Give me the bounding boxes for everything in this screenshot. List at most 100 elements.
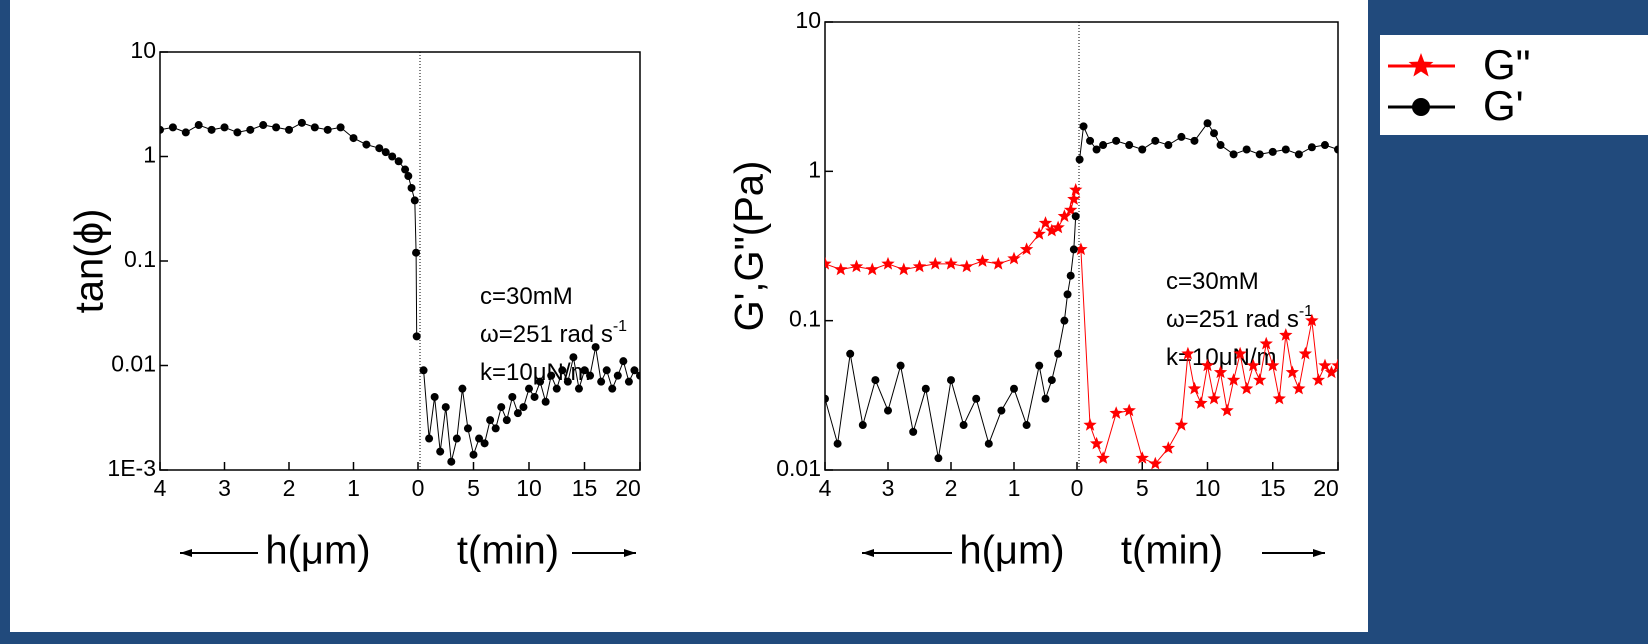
marker-circle bbox=[441, 403, 450, 412]
marker-circle bbox=[984, 439, 993, 448]
marker-star bbox=[928, 256, 942, 270]
marker-circle bbox=[597, 377, 606, 386]
marker-star bbox=[1194, 396, 1208, 409]
marker-circle bbox=[285, 125, 293, 134]
marker-star bbox=[1187, 381, 1202, 395]
x-tick-label: 1 bbox=[347, 475, 360, 501]
marker-circle bbox=[475, 434, 484, 443]
y-tick-label: 10 bbox=[130, 37, 156, 63]
series-line bbox=[423, 347, 640, 462]
marker-circle bbox=[997, 406, 1006, 415]
marker-star bbox=[1331, 358, 1338, 372]
marker-circle bbox=[259, 121, 268, 130]
marker-circle bbox=[310, 123, 319, 132]
annotation: k=10μN/m bbox=[480, 359, 591, 386]
marker-circle bbox=[394, 157, 403, 166]
marker-circle bbox=[536, 377, 545, 386]
marker-star bbox=[1045, 223, 1059, 237]
marker-circle bbox=[1294, 150, 1303, 159]
marker-circle bbox=[1216, 141, 1225, 150]
x-tick-label: 4 bbox=[819, 475, 832, 501]
axis-arrowhead bbox=[1313, 549, 1325, 557]
annotation: c=30mM bbox=[480, 283, 573, 310]
marker-star bbox=[1200, 358, 1215, 372]
marker-circle bbox=[591, 343, 600, 352]
marker-circle bbox=[519, 403, 528, 412]
y-tick-label: 1E-3 bbox=[107, 455, 156, 481]
annotation-text: ω=251 rad s bbox=[480, 321, 613, 348]
marker-circle bbox=[207, 125, 216, 134]
marker-star bbox=[1069, 183, 1083, 196]
annotation-sup: -1 bbox=[1299, 303, 1313, 320]
marker-circle bbox=[1242, 145, 1251, 154]
marker-circle bbox=[934, 454, 943, 463]
marker-star bbox=[1279, 328, 1293, 341]
marker-star bbox=[825, 256, 832, 270]
marker-star bbox=[849, 259, 864, 273]
marker-star bbox=[1096, 451, 1110, 464]
marker-circle bbox=[825, 394, 829, 403]
marker-circle bbox=[1092, 145, 1101, 154]
marker-circle bbox=[469, 450, 478, 459]
marker-circle bbox=[896, 361, 905, 370]
marker-circle bbox=[1190, 136, 1199, 145]
x-tick-label: 15 bbox=[1260, 475, 1286, 501]
marker-star bbox=[1253, 373, 1267, 386]
annotation: k=10μN/m bbox=[1166, 344, 1277, 371]
annotation-text: k=10μN/m bbox=[480, 359, 591, 386]
marker-star bbox=[897, 262, 911, 276]
marker-circle bbox=[972, 394, 981, 403]
y-tick-label: 1 bbox=[808, 156, 821, 182]
marker-circle bbox=[323, 125, 332, 134]
x-tick-label: 3 bbox=[882, 475, 895, 501]
annotation-text: ω=251 rad s bbox=[1166, 306, 1299, 333]
axis-arrowhead bbox=[624, 549, 636, 557]
marker-star bbox=[1233, 346, 1247, 360]
marker-star bbox=[944, 256, 958, 270]
axis-arrowhead bbox=[862, 549, 874, 557]
marker-circle bbox=[407, 183, 416, 192]
x-tick-label: 0 bbox=[412, 475, 425, 501]
marker-star bbox=[1007, 251, 1021, 265]
x-tick-label: 2 bbox=[945, 475, 958, 501]
marker-circle bbox=[220, 123, 229, 132]
marker-circle bbox=[508, 392, 517, 401]
marker-circle bbox=[1125, 141, 1134, 150]
marker-circle bbox=[181, 128, 190, 137]
y-tick-label: 0.1 bbox=[789, 306, 821, 332]
marker-circle bbox=[375, 144, 384, 153]
marker-circle bbox=[463, 424, 472, 433]
marker-circle bbox=[525, 384, 533, 393]
marker-circle bbox=[959, 421, 968, 430]
marker-circle bbox=[1229, 150, 1238, 159]
marker-star bbox=[1207, 391, 1221, 405]
marker-star bbox=[1292, 381, 1306, 395]
marker-circle bbox=[1063, 290, 1072, 299]
marker-circle bbox=[552, 384, 561, 393]
marker-star bbox=[1032, 227, 1046, 240]
annotation: ω=251 rad s-1 bbox=[1166, 303, 1313, 333]
marker-star bbox=[1324, 365, 1338, 379]
marker-circle bbox=[871, 376, 880, 385]
marker-circle bbox=[1151, 136, 1160, 145]
marker-circle bbox=[624, 377, 633, 386]
marker-star bbox=[1109, 406, 1123, 419]
marker-circle bbox=[1047, 376, 1056, 385]
marker-circle bbox=[1035, 361, 1044, 370]
marker-star bbox=[1074, 242, 1088, 256]
marker-circle bbox=[580, 366, 589, 375]
marker-star bbox=[1259, 336, 1273, 350]
marker-star bbox=[1174, 418, 1189, 431]
marker-star bbox=[960, 259, 974, 273]
marker-circle bbox=[1086, 136, 1095, 145]
x-tick-label: 20 bbox=[615, 475, 641, 501]
figure-panel bbox=[10, 0, 1368, 632]
x-tick-label: 10 bbox=[1195, 475, 1221, 501]
marker-circle bbox=[410, 196, 419, 205]
marker-circle bbox=[168, 123, 177, 132]
marker-star bbox=[1089, 436, 1104, 450]
marker-star bbox=[1057, 209, 1072, 222]
marker-star bbox=[1266, 358, 1280, 372]
y-axis-title: G',G"(Pa) bbox=[728, 161, 772, 332]
y-tick-label: 0.1 bbox=[124, 246, 156, 272]
